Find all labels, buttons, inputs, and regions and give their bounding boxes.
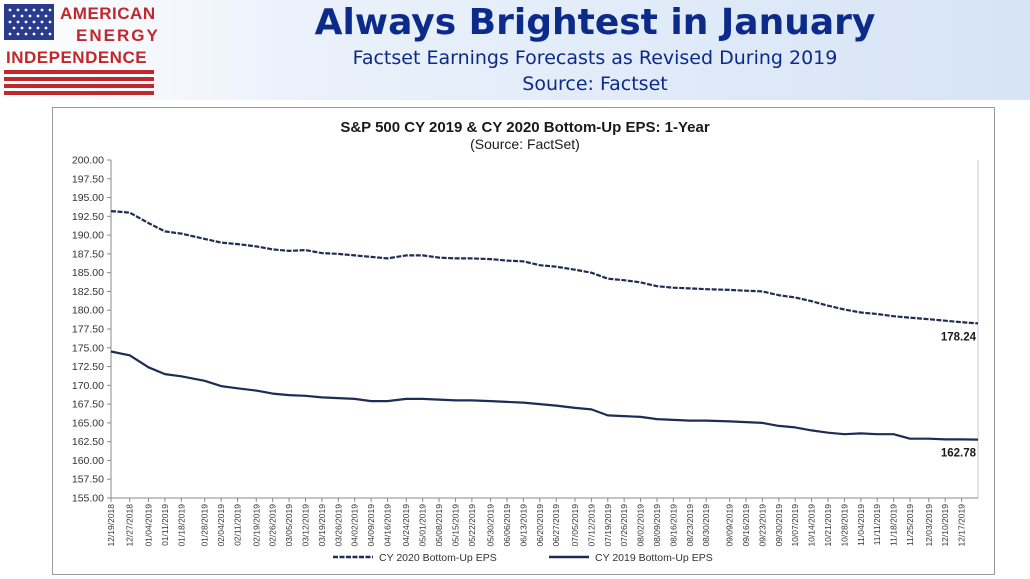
x-tick-label: 09/09/2019: [725, 504, 735, 547]
y-tick-label: 190.00: [72, 230, 104, 242]
x-tick-label: 06/27/2019: [551, 504, 561, 547]
x-tick-label: 04/02/2019: [350, 504, 360, 547]
x-tick-label: 02/26/2019: [268, 504, 278, 547]
x-tick-label: 09/16/2019: [741, 504, 751, 547]
x-tick-label: 03/26/2019: [333, 504, 343, 547]
end-label-cy2019: 162.78: [941, 448, 977, 460]
x-tick-label: 01/28/2019: [200, 504, 210, 547]
y-tick-label: 177.50: [72, 324, 104, 336]
y-tick-label: 180.00: [72, 305, 104, 317]
x-tick-label: 04/24/2019: [401, 504, 411, 547]
x-tick-label: 05/01/2019: [418, 504, 428, 547]
page-subtitle: Factset Earnings Forecasts as Revised Du…: [352, 47, 838, 69]
y-tick-label: 182.50: [72, 286, 104, 298]
y-tick-label: 175.00: [72, 342, 104, 354]
x-tick-label: 08/16/2019: [668, 504, 678, 547]
x-tick-label: 04/09/2019: [366, 504, 376, 547]
x-tick-label: 05/22/2019: [467, 504, 477, 547]
x-tick-label: 09/23/2019: [757, 504, 767, 547]
page-source: Source: Factset: [522, 73, 668, 95]
chart-title: S&P 500 CY 2019 & CY 2020 Bottom-Up EPS:…: [340, 119, 709, 136]
x-tick-label: 07/12/2019: [586, 504, 596, 547]
x-tick-label: 10/21/2019: [823, 504, 833, 547]
x-tick-label: 10/07/2019: [790, 504, 800, 547]
series-group: 178.24 162.78: [110, 210, 979, 460]
legend-label-cy2020: CY 2020 Bottom-Up EPS: [379, 552, 497, 564]
y-tick-label: 195.00: [72, 192, 104, 204]
y-tick-label: 160.00: [72, 455, 104, 467]
y-tick-label: 197.50: [72, 173, 104, 185]
chart-frame: S&P 500 CY 2019 & CY 2020 Bottom-Up EPS:…: [52, 107, 995, 575]
y-tick-label: 185.00: [72, 267, 104, 279]
x-tick-label: 11/04/2019: [856, 504, 866, 546]
x-tick-label: 07/26/2019: [619, 504, 629, 547]
x-tick-label: 07/05/2019: [570, 504, 580, 547]
x-tick-label: 12/19/2018: [106, 504, 116, 547]
x-axis: 12/19/2018 12/27/2018 01/04/2019 01/11/2019…: [106, 497, 978, 547]
x-tick-label: 05/30/2019: [486, 504, 496, 547]
x-tick-label: 02/11/2019: [233, 504, 243, 546]
x-tick-label: 06/06/2019: [502, 504, 512, 547]
page-title: Always Brightest in January: [314, 2, 876, 43]
x-tick-label: 01/04/2019: [143, 504, 153, 547]
legend-label-cy2019: CY 2019 Bottom-Up EPS: [595, 552, 713, 564]
x-tick-label: 10/14/2019: [807, 504, 817, 547]
x-tick-label: 12/27/2018: [125, 504, 135, 547]
x-tick-label: 11/25/2019: [905, 504, 915, 546]
x-tick-label: 07/19/2019: [603, 504, 613, 547]
y-tick-label: 162.50: [72, 436, 104, 448]
y-tick-label: 165.00: [72, 417, 104, 429]
x-tick-label: 12/03/2019: [924, 504, 934, 547]
x-tick-label: 03/12/2019: [300, 504, 310, 547]
logo: AMERICAN ENERGY INDEPENDENCE: [4, 4, 158, 96]
logo-line-3: INDEPENDENCE: [6, 48, 148, 67]
legend: CY 2020 Bottom-Up EPS CY 2019 Bottom-Up E…: [333, 552, 713, 564]
logo-line-1: AMERICAN: [60, 4, 156, 23]
y-tick-label: 200.00: [72, 155, 104, 167]
x-tick-label: 04/16/2019: [383, 504, 393, 547]
y-tick-label: 157.50: [72, 474, 104, 486]
x-tick-label: 11/18/2019: [889, 504, 899, 546]
y-tick-label: 167.50: [72, 399, 104, 411]
x-tick-label: 08/02/2019: [636, 504, 646, 547]
end-label-cy2020: 178.24: [941, 331, 977, 343]
y-tick-label: 170.00: [72, 380, 104, 392]
x-tick-label: 06/20/2019: [535, 504, 545, 547]
x-tick-label: 08/30/2019: [701, 504, 711, 547]
y-tick-label: 155.00: [72, 493, 104, 505]
flag-icon: [4, 4, 154, 95]
x-tick-label: 10/28/2019: [839, 504, 849, 547]
x-tick-label: 03/19/2019: [317, 504, 327, 547]
x-tick-label: 02/19/2019: [251, 504, 261, 547]
x-tick-label: 01/11/2019: [160, 504, 170, 546]
x-tick-label: 05/08/2019: [434, 504, 444, 547]
series-cy2020-line: [110, 210, 979, 325]
y-tick-label: 172.50: [72, 361, 104, 373]
chart-subtitle: (Source: FactSet): [470, 136, 580, 152]
y-axis: 200.00 197.50 195.00 192.50 190.00 187.50 185.…: [72, 155, 979, 505]
eps-line-chart: S&P 500 CY 2019 & CY 2020 Bottom-Up EPS:…: [72, 119, 979, 564]
series-cy2019-line: [110, 350, 979, 441]
logo-line-2: ENERGY: [76, 26, 160, 45]
y-tick-label: 192.50: [72, 211, 104, 223]
x-tick-label: 12/17/2019: [957, 504, 967, 547]
x-tick-label: 05/15/2019: [450, 504, 460, 547]
y-tick-label: 187.50: [72, 248, 104, 260]
x-tick-label: 08/09/2019: [652, 504, 662, 547]
x-tick-label: 09/30/2019: [774, 504, 784, 547]
x-tick-label: 11/11/2019: [872, 504, 882, 546]
x-tick-label: 02/04/2019: [216, 504, 226, 547]
header-banner: [0, 0, 1030, 100]
x-tick-label: 01/18/2019: [176, 504, 186, 547]
x-tick-label: 03/05/2019: [284, 504, 294, 547]
x-tick-label: 06/13/2019: [518, 504, 528, 547]
x-tick-label: 08/23/2019: [685, 504, 695, 547]
x-tick-label: 12/10/2019: [940, 504, 950, 547]
